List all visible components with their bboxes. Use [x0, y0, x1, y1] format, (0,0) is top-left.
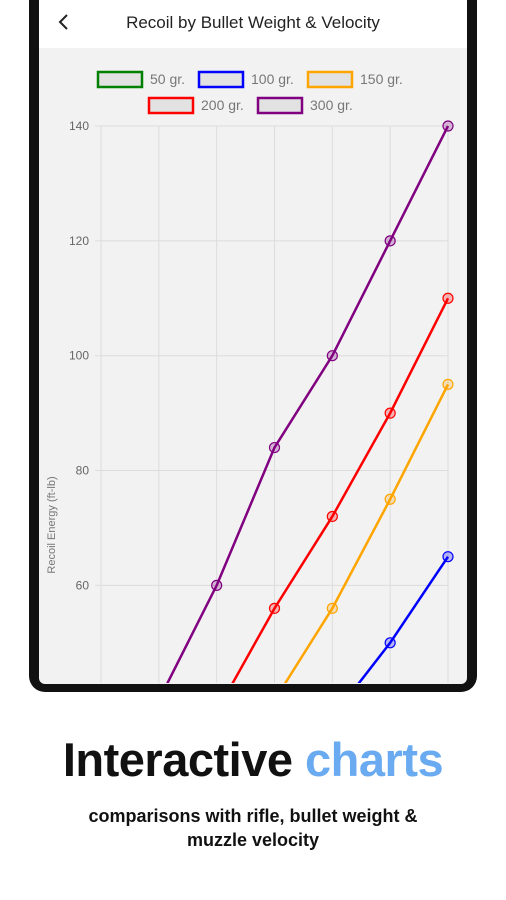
- device: Recoil by Bullet Weight & Velocity 60 80 1…: [29, 0, 477, 700]
- y-tick-label: 100: [69, 349, 89, 363]
- data-point: [384, 637, 396, 649]
- legend-swatch: [197, 70, 245, 89]
- data-point: [384, 493, 396, 505]
- data-point: [211, 579, 223, 591]
- legend-label: 300 gr.: [310, 97, 353, 113]
- y-tick-label: 140: [69, 119, 89, 133]
- legend-label: 100 gr.: [251, 71, 294, 87]
- series-line: [166, 125, 450, 683]
- legend-label: 50 gr.: [150, 71, 185, 87]
- y-tick-label: 60: [76, 578, 90, 592]
- data-point: [442, 292, 454, 304]
- y-tick-label: 120: [69, 234, 89, 248]
- data-point: [326, 510, 338, 523]
- series-line: [357, 555, 450, 683]
- data-point: [270, 695, 280, 700]
- legend-swatch: [147, 96, 195, 115]
- chart: 60 80 100 120 140 Recoil Energy (ft-lb) 50 gr.…: [46, 70, 454, 700]
- app-bar-title: Recoil by Bullet Weight & Velocity: [126, 13, 380, 32]
- app-bar: [39, 0, 467, 48]
- data-point: [326, 350, 338, 362]
- data-point: [154, 695, 164, 700]
- legend-swatch: [256, 96, 304, 115]
- data-point: [442, 120, 454, 132]
- series-line: [283, 383, 450, 683]
- data-point: [442, 378, 454, 391]
- y-tick-label: 80: [76, 464, 90, 478]
- legend-label: 200 gr.: [201, 97, 244, 113]
- data-point: [268, 441, 281, 454]
- y-axis-label: Recoil Energy (ft-lb): [46, 476, 58, 573]
- legend-label: 150 gr.: [360, 71, 403, 87]
- subtitle: comparisons with rifle, bullet weight & …: [88, 806, 418, 850]
- plot-area: [154, 120, 454, 700]
- legend-swatch: [96, 70, 144, 89]
- series-line: [231, 297, 450, 683]
- headline-accent: charts: [305, 733, 444, 786]
- legend-swatch: [306, 70, 354, 89]
- data-point: [326, 602, 338, 614]
- headline: Interactive charts: [0, 732, 506, 787]
- data-point: [442, 551, 454, 563]
- headline-text: Interactive: [62, 733, 293, 786]
- data-point: [268, 602, 281, 614]
- back-button[interactable]: [58, 14, 68, 30]
- data-point: [384, 407, 396, 419]
- data-point: [384, 235, 396, 247]
- screen: [39, 0, 467, 684]
